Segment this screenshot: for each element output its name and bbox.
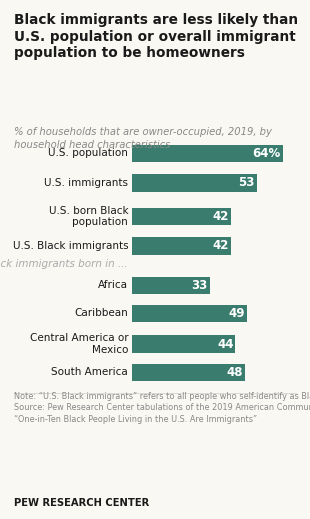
Text: 42: 42 [212,210,229,223]
Text: 44: 44 [217,338,233,351]
Text: % of households that are owner-occupied, 2019, by
household head characteristics: % of households that are owner-occupied,… [14,127,272,149]
Bar [132,208,231,225]
Bar [132,363,245,381]
Text: Africa: Africa [98,280,128,290]
Text: U.S. population: U.S. population [48,148,128,158]
Bar [132,237,231,255]
Text: 48: 48 [227,366,243,379]
Text: 53: 53 [238,176,255,189]
Text: Black immigrants are less likely than
U.S. population or overall immigrant
popul: Black immigrants are less likely than U.… [14,13,298,61]
Text: 33: 33 [191,279,208,292]
Bar [132,305,247,322]
Text: Caribbean: Caribbean [74,308,128,318]
Text: PEW RESEARCH CENTER: PEW RESEARCH CENTER [14,498,149,508]
Text: Among Black immigrants born in ...: Among Black immigrants born in ... [0,259,128,269]
Text: Central America or
Mexico: Central America or Mexico [29,333,128,355]
Text: 42: 42 [212,239,229,252]
Text: U.S. immigrants: U.S. immigrants [44,178,128,188]
Text: Note: “U.S. Black immigrants” refers to all people who self-identify as Black, i: Note: “U.S. Black immigrants” refers to … [14,392,310,424]
Bar [132,277,210,294]
Text: U.S. Black immigrants: U.S. Black immigrants [13,241,128,251]
Bar [132,335,236,353]
Text: U.S. born Black
population: U.S. born Black population [49,206,128,227]
Text: South America: South America [51,367,128,377]
Bar [132,145,283,162]
Bar [132,174,257,192]
Text: 49: 49 [229,307,245,320]
Text: 64%: 64% [252,147,281,160]
